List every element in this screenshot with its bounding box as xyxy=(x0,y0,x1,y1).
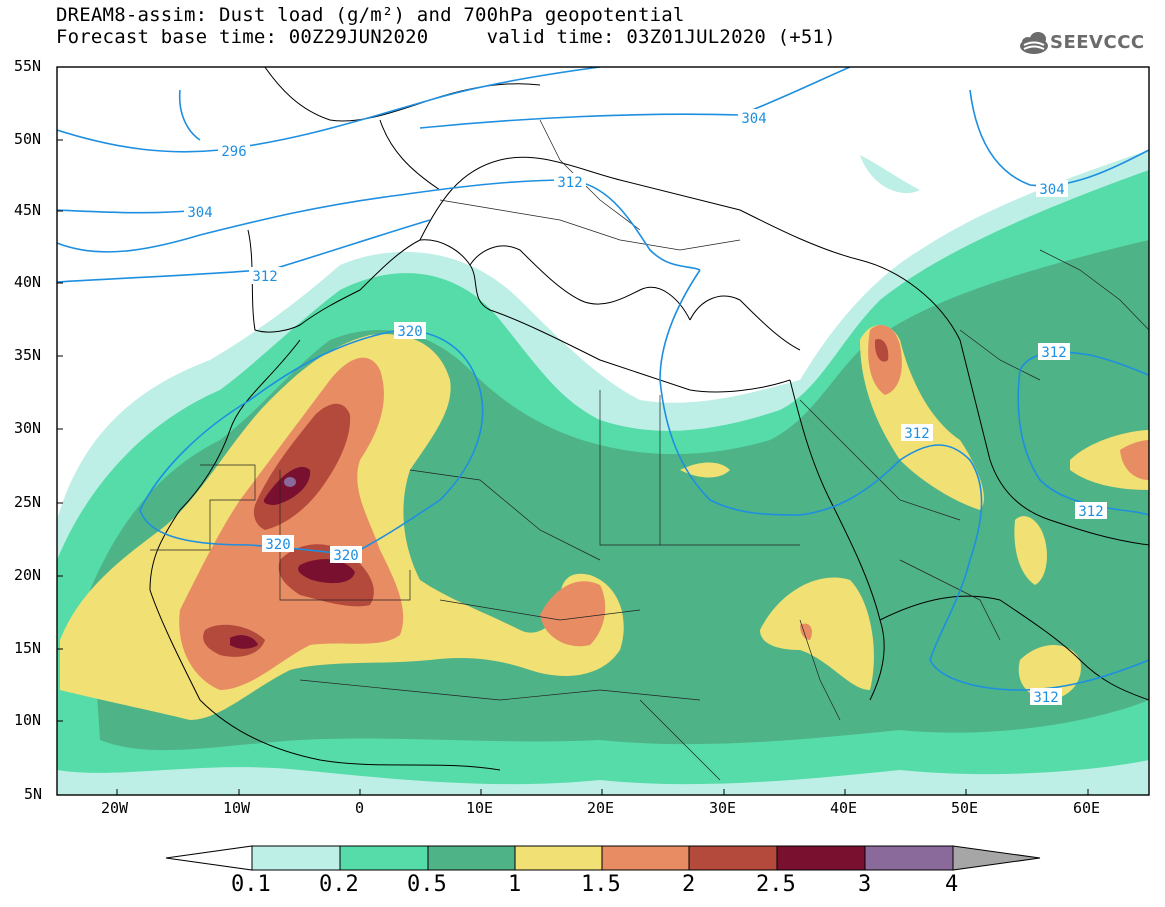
axis-ticks xyxy=(57,66,1089,796)
map-title-line1: DREAM8-assim: Dust load (g/m²) and 700hP… xyxy=(56,4,685,26)
colorbar-bin xyxy=(601,845,690,871)
svg-text:304: 304 xyxy=(187,205,212,221)
colorbar-tick-label: 2.5 xyxy=(756,872,796,897)
lon-label: 0 xyxy=(355,799,365,817)
dust-4-layer xyxy=(284,477,296,487)
contour-label: 320 xyxy=(394,322,426,340)
contour-label: 320 xyxy=(262,535,294,553)
contour-label: 320 xyxy=(330,546,362,564)
colorbar-high-arrow xyxy=(952,845,1041,871)
colorbar-bin xyxy=(776,845,866,871)
colorbar-low-arrow xyxy=(165,845,253,871)
contour-label: 304 xyxy=(184,203,216,221)
lon-label: 10W xyxy=(223,799,251,817)
lat-label: 30N xyxy=(14,419,42,437)
contour-label: 304 xyxy=(1036,180,1068,198)
lon-label: 30E xyxy=(709,799,737,817)
colorbar-tick-label: 1 xyxy=(508,872,522,897)
cloud-logo-icon xyxy=(1020,32,1048,54)
logo-text: SEEVCCC xyxy=(1050,32,1145,53)
base-time-label: Forecast base time: 00Z29JUN2020 xyxy=(56,26,429,48)
contour-label: 312 xyxy=(901,424,933,442)
map-title-line2: Forecast base time: 00Z29JUN2020 valid t… xyxy=(56,26,836,48)
lat-label: 55N xyxy=(14,57,42,75)
svg-text:304: 304 xyxy=(741,111,766,127)
contour-label: 312 xyxy=(1075,502,1107,520)
lat-label: 15N xyxy=(14,639,42,657)
svg-text:320: 320 xyxy=(397,324,422,340)
colorbar-tick-label: 0.1 xyxy=(231,872,271,897)
lon-label: 20W xyxy=(101,799,129,817)
valid-time-label: valid time: 03Z01JUL2020 (+51) xyxy=(486,26,836,48)
lon-label: 50E xyxy=(951,799,979,817)
colorbar xyxy=(165,845,1041,871)
svg-text:312: 312 xyxy=(557,175,582,191)
colorbar-tick-label: 1.5 xyxy=(581,872,621,897)
contour-label: 304 xyxy=(738,109,770,127)
lat-label: 35N xyxy=(14,346,42,364)
svg-text:312: 312 xyxy=(1041,345,1066,361)
colorbar-bin xyxy=(251,845,341,871)
geopotential-contours xyxy=(57,67,1149,691)
colorbar-bin xyxy=(427,845,516,871)
contour-label: 312 xyxy=(249,267,281,285)
lat-label: 25N xyxy=(14,493,42,511)
svg-text:320: 320 xyxy=(333,548,358,564)
svg-text:312: 312 xyxy=(252,269,277,285)
lat-label: 45N xyxy=(14,201,42,219)
svg-text:320: 320 xyxy=(265,537,290,553)
lat-label: 40N xyxy=(14,273,42,291)
colorbar-bin xyxy=(514,845,603,871)
lon-label: 60E xyxy=(1073,799,1101,817)
contour-label: 312 xyxy=(1038,343,1070,361)
colorbar-bin xyxy=(864,845,954,871)
colorbar-bin xyxy=(688,845,778,871)
lat-label: 10N xyxy=(14,711,42,729)
svg-text:312: 312 xyxy=(1078,504,1103,520)
colorbar-bin xyxy=(339,845,429,871)
colorbar-tick-label: 4 xyxy=(945,872,959,897)
map-frame xyxy=(56,66,1150,796)
contour-labels: 296 304 312 312 304 312 320 320 320 312 … xyxy=(184,109,1107,706)
contour-label: 296 xyxy=(218,142,250,160)
colorbar-tick-label: 0.5 xyxy=(407,872,447,897)
lat-label: 50N xyxy=(14,130,42,148)
lat-label: 5N xyxy=(24,785,43,803)
lon-label: 20E xyxy=(587,799,615,817)
colorbar-tick-label: 0.2 xyxy=(319,872,359,897)
svg-text:312: 312 xyxy=(1033,690,1058,706)
lon-label: 40E xyxy=(830,799,858,817)
svg-text:304: 304 xyxy=(1039,182,1064,198)
svg-text:296: 296 xyxy=(221,144,246,160)
country-borders xyxy=(150,119,1149,781)
lat-label: 20N xyxy=(14,566,42,584)
colorbar-tick-label: 3 xyxy=(858,872,872,897)
colorbar-tick-label: 2 xyxy=(682,872,696,897)
lon-label: 10E xyxy=(466,799,494,817)
svg-text:312: 312 xyxy=(904,426,929,442)
contour-label: 312 xyxy=(554,173,586,191)
contour-label: 312 xyxy=(1030,688,1062,706)
